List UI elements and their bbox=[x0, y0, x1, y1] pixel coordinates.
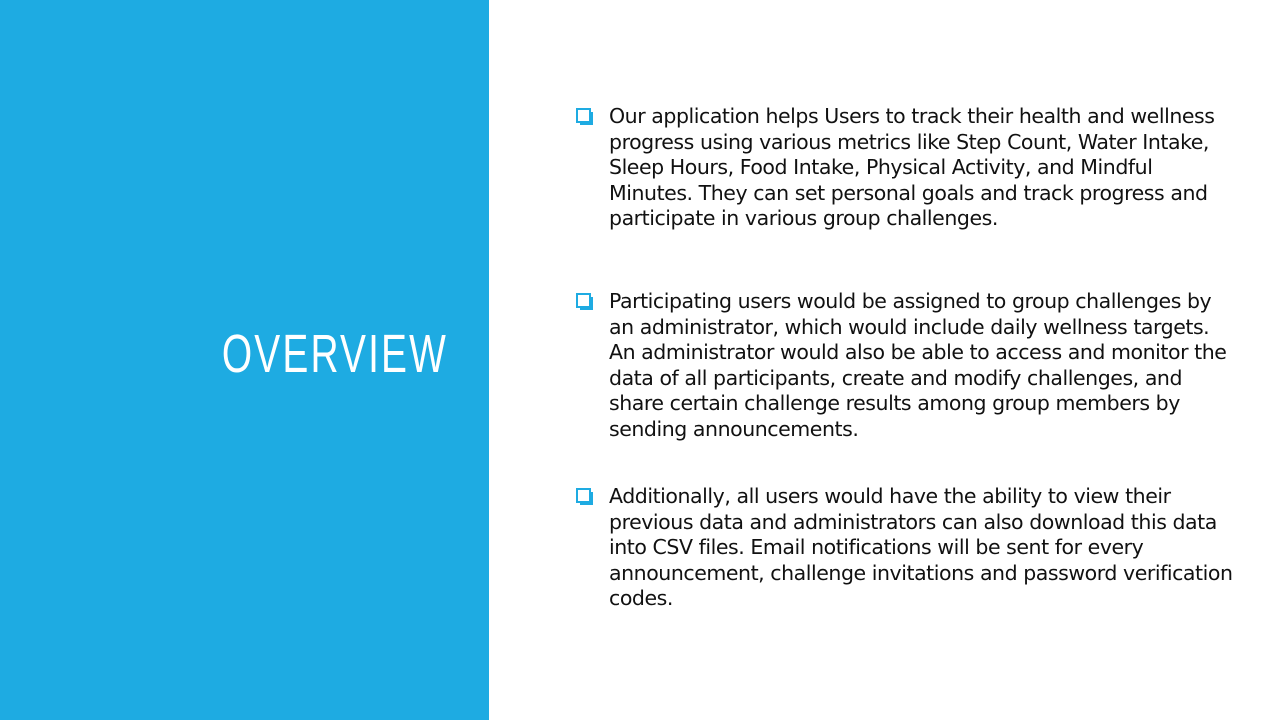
slide-title: OVERVIEW bbox=[221, 324, 448, 384]
bullet-text: Additionally, all users would have the a… bbox=[609, 484, 1233, 611]
checkbox-icon bbox=[576, 108, 593, 125]
title-panel: OVERVIEW bbox=[0, 0, 489, 720]
checkbox-icon bbox=[576, 488, 593, 505]
bullet-text: Our application helps Users to track the… bbox=[609, 104, 1215, 231]
bullet-text: Participating users would be assigned to… bbox=[609, 289, 1227, 441]
checkbox-icon bbox=[576, 293, 593, 310]
